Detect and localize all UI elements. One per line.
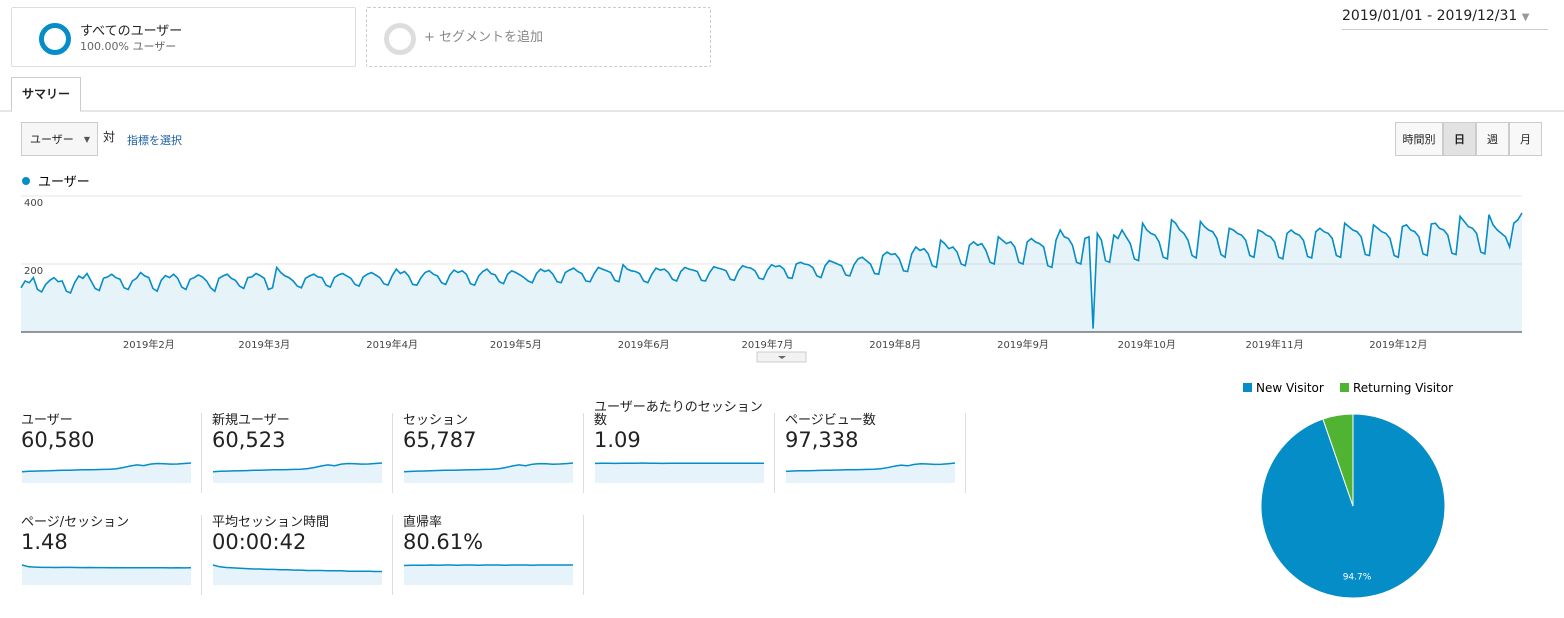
scorecard: ページ/セッション 1.48 <box>21 501 191 554</box>
x-tick-label: 2019年4月 <box>366 338 418 351</box>
scorecard-label: ユーザー <box>21 413 73 428</box>
legend-label: New Visitor <box>1256 381 1324 395</box>
scorecard: 平均セッション時間 00:00:42 <box>212 501 382 554</box>
scorecard-value: 1.48 <box>21 530 68 554</box>
pie-label: 94.7% <box>1343 573 1372 583</box>
date-range[interactable]: 2019/01/01 - 2019/12/31 ▼ <box>1342 8 1548 30</box>
granularity-button[interactable]: 時間別 <box>1395 122 1443 156</box>
sparkline-area <box>404 565 573 585</box>
scorecard-value: 65,787 <box>403 428 477 452</box>
x-tick-label: 2019年8月 <box>869 338 921 351</box>
segment-name: すべてのユーザー <box>80 24 183 39</box>
segment-all[interactable]: すべてのユーザー 100.00% ユーザー <box>11 7 356 67</box>
x-tick-label: 2019年6月 <box>618 338 670 351</box>
sparkline <box>403 564 573 567</box>
select-metric-link[interactable]: 指標を選択 <box>127 134 182 147</box>
sparkline-area <box>22 565 191 585</box>
sparkline-area <box>213 565 382 585</box>
scorecard-value: 60,580 <box>21 428 95 452</box>
segment-add-label: + セグメントを追加 <box>424 30 544 45</box>
x-tick-label: 2019年11月 <box>1245 338 1303 351</box>
x-tick-label: 2019年10月 <box>1118 338 1176 351</box>
x-tick-label: 2019年12月 <box>1369 338 1427 351</box>
metric-dropdown-text: ユーザー <box>30 133 74 146</box>
sparkline-area <box>786 463 955 483</box>
sparkline <box>21 462 192 473</box>
segment-ring <box>39 23 71 55</box>
granularity-button[interactable]: 週 <box>1476 122 1509 156</box>
legend-swatch <box>1340 383 1349 392</box>
pie-slice <box>1322 413 1354 507</box>
legend-label: ユーザー <box>38 175 90 190</box>
scorecard-label: 直帰率 <box>403 515 443 530</box>
scorecard-value: 80.61% <box>403 530 484 554</box>
handle-arrow <box>778 356 786 359</box>
sparkline <box>212 564 382 573</box>
scorecard-label: ページ/セッション <box>21 515 130 530</box>
x-tick-label: 2019年9月 <box>997 338 1049 351</box>
scorecard-value: 97,338 <box>785 428 859 452</box>
segment-add[interactable]: + セグメントを追加 <box>366 7 711 67</box>
metric-dropdown[interactable]: ユーザー ▼ <box>21 122 98 156</box>
scorecard-value: 60,523 <box>212 428 286 452</box>
dropdown-arrow: ▼ <box>83 135 90 144</box>
scorecard-label: セッション <box>403 413 469 428</box>
sparkline <box>403 462 574 473</box>
y-tick-label: 400 <box>24 198 43 209</box>
sparkline <box>21 564 192 569</box>
versus: 対 <box>103 130 116 144</box>
segment-detail: 100.00% ユーザー <box>80 40 177 53</box>
sparkline-area <box>22 463 191 483</box>
scorecard-label: ユーザーあたりのセッション数 <box>594 400 763 428</box>
x-tick-label: 2019年7月 <box>741 338 793 351</box>
scorecard: ユーザー 60,580 <box>21 399 191 452</box>
granularity-button[interactable]: 日 <box>1443 122 1476 156</box>
sparkline <box>785 462 956 473</box>
granularity-button[interactable]: 月 <box>1509 122 1542 156</box>
sparkline-area <box>595 463 764 483</box>
legend-label: Returning Visitor <box>1353 381 1453 395</box>
scorecard-value: 00:00:42 <box>212 530 307 554</box>
x-tick-label: 2019年2月 <box>123 338 175 351</box>
line <box>20 212 1523 329</box>
dropdown-arrow: ▼ <box>1521 12 1530 23</box>
scorecard-value: 1.09 <box>594 428 641 452</box>
segment-ring <box>384 23 416 55</box>
sparkline <box>212 462 383 473</box>
scorecard: セッション 65,787 <box>403 399 573 452</box>
scorecard: ユーザーあたりのセッション数 1.09 <box>594 399 764 452</box>
scorecard: 直帰率 80.61% <box>403 501 573 554</box>
scorecard-label: 平均セッション時間 <box>212 515 330 530</box>
sparkline-area <box>404 463 573 483</box>
tab[interactable]: サマリー <box>11 77 81 112</box>
scorecard: 新規ユーザー 60,523 <box>212 399 382 452</box>
x-tick-label: 2019年3月 <box>238 338 290 351</box>
scorecard-label: 新規ユーザー <box>212 413 290 428</box>
scorecard: ページビュー数 97,338 <box>785 399 955 452</box>
sparkline-area <box>213 463 382 483</box>
x-tick-label: 2019年5月 <box>490 338 542 351</box>
legend-swatch <box>1243 383 1252 392</box>
legend-marker <box>22 177 30 185</box>
area <box>21 213 1522 332</box>
y-tick-label: 200 <box>24 266 43 277</box>
scorecard-label: ページビュー数 <box>785 413 876 428</box>
date-range-text: 2019/01/01 - 2019/12/31 <box>1342 8 1518 24</box>
